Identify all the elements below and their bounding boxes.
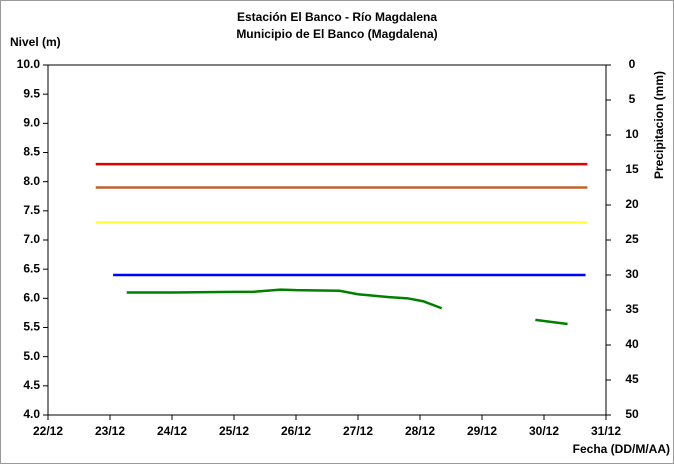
x-tick-label: 29/12 <box>467 424 497 438</box>
x-tick-label: 27/12 <box>343 424 373 438</box>
y-tick-label: 6.5 <box>23 261 40 275</box>
x-axis-label: Fecha (DD/M/AA) <box>573 442 670 456</box>
y-tick-label: 7.0 <box>23 232 40 246</box>
y2-tick-label: 30 <box>625 267 639 281</box>
x-tick-label: 28/12 <box>405 424 435 438</box>
x-tick-label: 25/12 <box>219 424 249 438</box>
x-tick-label: 30/12 <box>529 424 559 438</box>
y-tick-label: 4.5 <box>23 378 40 392</box>
y-tick-label: 5.0 <box>23 349 40 363</box>
x-tick-label: 23/12 <box>95 424 125 438</box>
series-line <box>126 288 443 310</box>
y-tick-label: 8.5 <box>23 145 40 159</box>
x-tick-label: 24/12 <box>157 424 187 438</box>
y2-tick-label: 40 <box>625 337 639 351</box>
y2-tick-label: 35 <box>625 302 639 316</box>
series-line <box>535 318 568 326</box>
chart-subtitle: Municipio de El Banco (Magdalena) <box>236 27 437 41</box>
y2-tick-label: 15 <box>625 162 639 176</box>
y2-tick-label: 25 <box>625 232 639 246</box>
y2-tick-label: 5 <box>629 92 636 106</box>
y-tick-label: 6.0 <box>23 291 40 305</box>
y-tick-label: 8.0 <box>23 174 40 188</box>
y2-tick-label: 45 <box>625 372 639 386</box>
y-tick-label: 9.0 <box>23 116 40 130</box>
y-axis-label: Nivel (m) <box>10 35 61 49</box>
x-tick-label: 22/12 <box>33 424 63 438</box>
y-tick-label: 4.0 <box>23 407 40 421</box>
x-tick-label: 31/12 <box>591 424 621 438</box>
chart-title: Estación El Banco - Río Magdalena <box>237 10 437 24</box>
y-tick-label: 10.0 <box>17 57 41 71</box>
x-tick-label: 26/12 <box>281 424 311 438</box>
y2-tick-label: 0 <box>629 57 636 71</box>
y-tick-label: 9.5 <box>23 86 40 100</box>
y2-tick-label: 50 <box>625 407 639 421</box>
y-tick-label: 5.5 <box>23 320 40 334</box>
y2-axis-label: Precipitacion (mm) <box>652 71 666 179</box>
y2-tick-label: 10 <box>625 127 639 141</box>
y-tick-label: 7.5 <box>23 203 40 217</box>
y2-tick-label: 20 <box>625 197 639 211</box>
